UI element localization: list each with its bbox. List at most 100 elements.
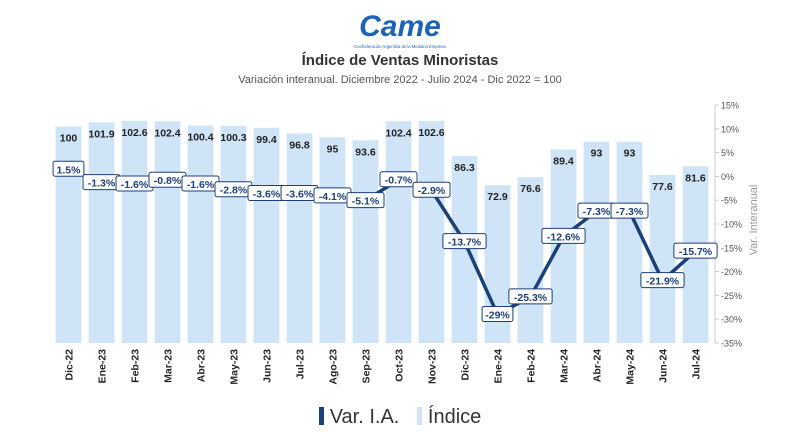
line-label: -7.3% xyxy=(616,206,644,218)
line-label: -0.7% xyxy=(385,175,413,187)
y2-tick-label: -15% xyxy=(721,243,742,253)
x-tick-label: Ene-23 xyxy=(97,349,109,384)
line-label-box xyxy=(442,233,487,250)
line-label: -21.9% xyxy=(646,276,680,288)
x-tick-label: Oct-23 xyxy=(394,349,406,382)
right-axis: 15% 10% 5% 0% -5% -10% -15% -20% -25% -30% -35% xyxy=(714,101,742,349)
line-label: -1.6% xyxy=(187,179,215,191)
line-label: -1.3% xyxy=(88,178,116,190)
x-tick-label: Nov-23 xyxy=(427,349,439,384)
bar-dic-22 xyxy=(55,126,82,343)
bar-label: 102.4 xyxy=(154,127,180,139)
bars-group xyxy=(55,120,709,344)
x-tick-label: Jun-24 xyxy=(658,349,670,383)
y2-tick-label: -35% xyxy=(721,339,742,349)
y2-tick-label: -10% xyxy=(721,220,742,230)
x-tick-label: Jul-23 xyxy=(295,349,307,380)
line-label: -3.6% xyxy=(253,189,281,201)
y2-tick-label: 5% xyxy=(721,148,734,158)
legend-item-indice: Índice xyxy=(416,406,482,429)
y2-tick-label: 0% xyxy=(721,172,734,182)
bar-nov-23 xyxy=(418,120,445,343)
x-tick-label: Ene-24 xyxy=(493,349,505,384)
x-tick-label: Ago-23 xyxy=(328,349,340,385)
line-label-box xyxy=(52,160,85,177)
bar-mar-24 xyxy=(550,149,577,343)
x-tick-label: Jun-23 xyxy=(262,349,274,383)
bar-label: 77.6 xyxy=(652,181,673,193)
line-label: -0.8% xyxy=(154,175,182,187)
bar-may-24 xyxy=(616,141,643,343)
chart-title: Índice de Ventas Minoristas xyxy=(301,52,499,69)
bar-label: 96.8 xyxy=(289,139,310,151)
line-label: -12.6% xyxy=(547,231,581,243)
bar-may-23 xyxy=(220,125,247,343)
line-label: -2.9% xyxy=(418,185,446,197)
line-label: -29% xyxy=(485,309,510,321)
bar-label: 72.9 xyxy=(487,191,508,203)
x-tick-label: May-24 xyxy=(625,349,637,385)
bar-ago-23 xyxy=(319,137,346,343)
bar-label: 86.3 xyxy=(454,162,475,174)
x-tick-label: Mar-23 xyxy=(163,349,175,383)
legend-item-var: Var. I.A. xyxy=(318,406,399,429)
x-axis-labels: Dic-22 Ene-23 Feb-23 Mar-23 Abr-23 May-23 Jun-… xyxy=(64,349,703,385)
line-label-box xyxy=(640,272,685,289)
chart-subtitle: Variación interanual. Diciembre 2022 - J… xyxy=(238,74,562,86)
bar-label: 102.4 xyxy=(385,127,411,139)
line-label: -15.7% xyxy=(679,246,713,258)
x-tick-label: Feb-23 xyxy=(130,349,142,383)
line-label: -3.6% xyxy=(286,189,314,201)
line-label-box xyxy=(673,242,718,259)
bar-abr-24 xyxy=(583,141,610,343)
logo-tagline: Confederación Argentina de la Mediana Em… xyxy=(354,44,446,49)
bar-jun-23 xyxy=(253,127,280,343)
bar-oct-23 xyxy=(385,121,412,343)
bar-sep-23 xyxy=(352,140,379,343)
y2-tick-label: -20% xyxy=(721,267,742,277)
legend-label-indice: Índice xyxy=(427,406,482,428)
bar-label: 76.6 xyxy=(520,183,541,195)
legend-swatch-var xyxy=(318,407,324,425)
bar-label: 101.9 xyxy=(88,128,114,140)
bar-label: 100.4 xyxy=(187,132,213,144)
bar-abr-23 xyxy=(187,125,214,344)
line-label: -25.3% xyxy=(514,292,548,304)
bar-labels-group: 100 101.9 102.6 102.4 100.4 100.3 99.4 96.8 95 93… xyxy=(60,127,706,203)
bar-label: 93.6 xyxy=(355,146,376,158)
line-label: -1.6% xyxy=(121,179,149,191)
y2-tick-label: -25% xyxy=(721,291,742,301)
x-tick-label: Abr-23 xyxy=(196,349,208,382)
line-label-box xyxy=(379,171,418,188)
y2-tick-label: -30% xyxy=(721,315,742,325)
bar-mar-23 xyxy=(154,121,181,343)
y2-tick-label: 10% xyxy=(721,124,739,134)
line-label-box xyxy=(346,192,385,209)
bar-label: 100.3 xyxy=(220,132,246,144)
line-label: -7.3% xyxy=(583,206,611,218)
x-tick-label: Dic-23 xyxy=(460,349,472,381)
bar-label: 102.6 xyxy=(121,127,147,139)
y2-tick-label: 15% xyxy=(721,101,739,111)
y2-axis-label: Var. Interanual xyxy=(748,185,760,256)
came-logo: Came Confederación Argentina de la Media… xyxy=(354,10,446,49)
line-label-box xyxy=(481,305,514,322)
bar-label: 95 xyxy=(327,143,339,155)
bar-label: 93 xyxy=(624,148,636,160)
line-label-box xyxy=(610,202,649,219)
line-label-box xyxy=(508,288,553,305)
x-tick-label: Dic-22 xyxy=(64,349,76,381)
line-label: -5.1% xyxy=(352,196,380,208)
x-tick-label: Abr-24 xyxy=(592,349,604,382)
x-tick-label: Sep-23 xyxy=(361,349,373,384)
legend-swatch-indice xyxy=(416,407,422,425)
x-tick-label: Jul-24 xyxy=(691,349,703,380)
bar-ene-23 xyxy=(88,122,115,343)
x-tick-label: Feb-24 xyxy=(526,349,538,383)
bar-label: 99.4 xyxy=(256,134,277,146)
line-labels-group: 1.5%-1.3% -1.6% -0.8% -1.6% -2.8% -3.6% -3.6% -… xyxy=(52,160,718,322)
line-label: -4.1% xyxy=(319,191,347,203)
y2-tick-label: -5% xyxy=(721,196,737,206)
bar-feb-24 xyxy=(517,177,544,343)
